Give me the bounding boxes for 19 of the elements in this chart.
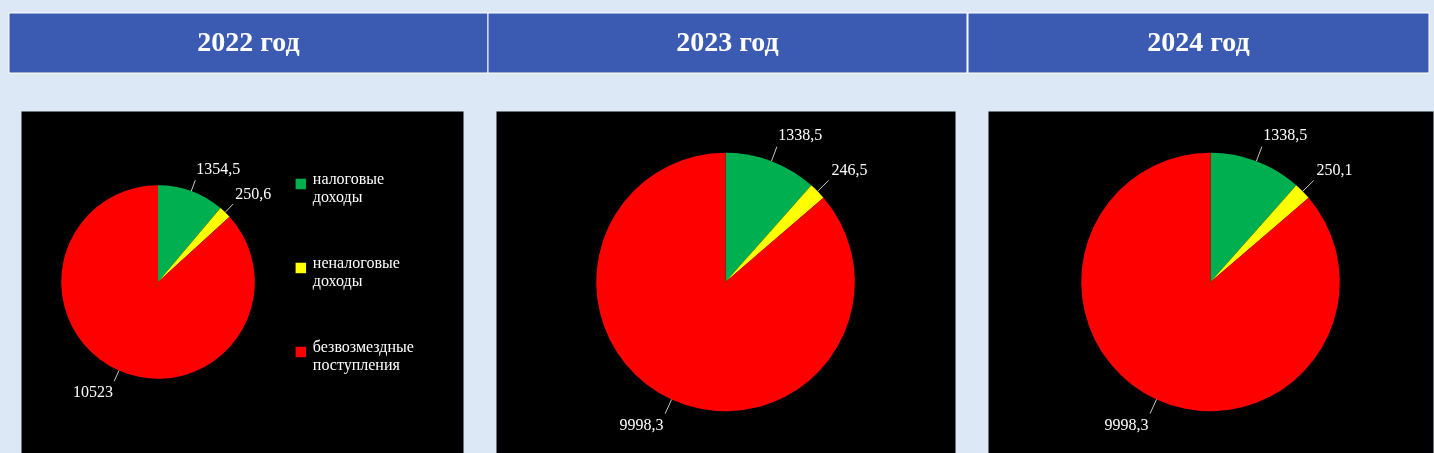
- pie-slice: [158, 185, 221, 282]
- data-label: 246,5: [831, 160, 868, 178]
- chart-title: 2024 год: [1147, 26, 1250, 57]
- data-label: 1354,5: [196, 160, 241, 178]
- chart-title: 2023 год: [676, 26, 779, 57]
- data-label: 1338,5: [778, 126, 823, 144]
- data-label: 250,6: [235, 184, 272, 202]
- data-label: 9998,3: [619, 416, 664, 434]
- pie-slice: [158, 208, 230, 282]
- legend-label: неналоговые доходы: [312, 253, 400, 290]
- pie-slice: [725, 152, 812, 282]
- pie-slice: [1210, 152, 1297, 282]
- legend-label: безвозмездные поступления: [312, 337, 414, 374]
- data-label: 9998,3: [1104, 416, 1149, 434]
- data-label: 10523: [73, 382, 114, 400]
- data-label: 1338,5: [1263, 126, 1308, 144]
- chart-title: 2022 год: [197, 26, 300, 57]
- legend-label: налоговые доходы: [312, 169, 385, 206]
- data-label: 250,1: [1316, 160, 1353, 178]
